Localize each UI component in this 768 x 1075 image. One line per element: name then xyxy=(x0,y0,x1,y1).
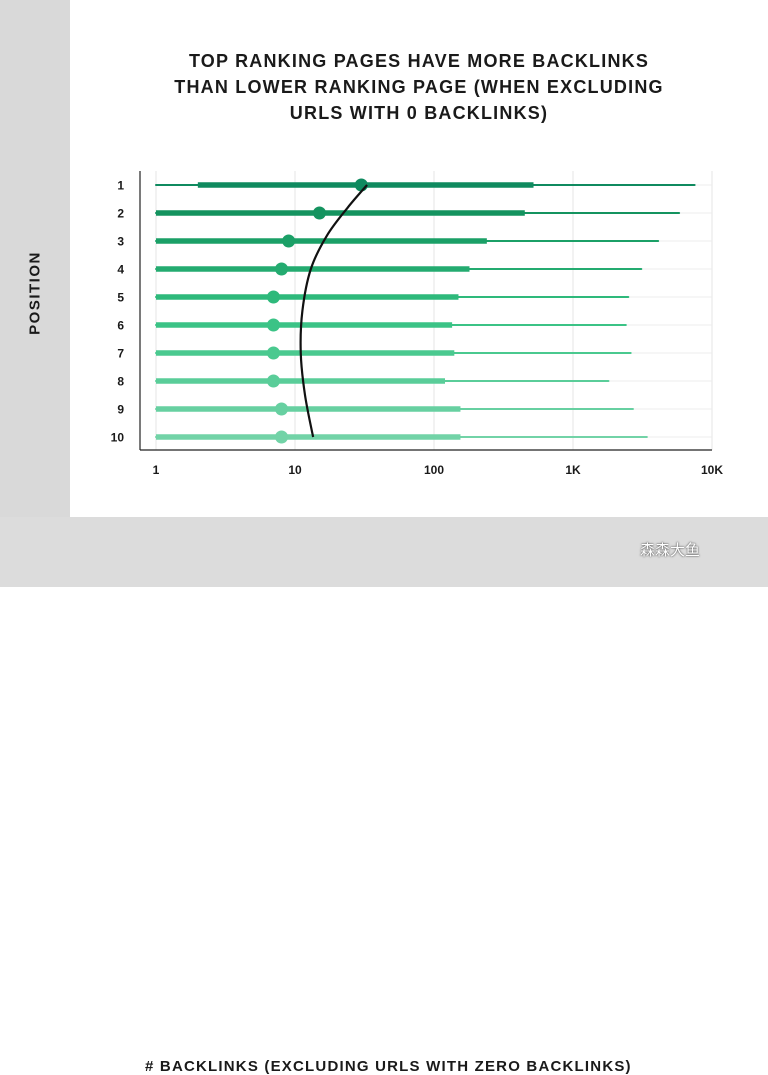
y-tick-label: 7 xyxy=(117,347,124,361)
median-dot xyxy=(275,402,289,416)
position-row xyxy=(155,178,696,192)
x-tick-label: 100 xyxy=(424,463,444,477)
x-tick-label: 1K xyxy=(565,463,581,477)
axes xyxy=(139,171,712,451)
y-axis-band: POSITION xyxy=(0,0,70,587)
position-row xyxy=(155,430,648,444)
median-dot xyxy=(282,234,296,248)
position-row xyxy=(155,290,630,304)
tick-labels: 1 2 3 4 5 6 7 8 9 10 1 10 100 1K 10K xyxy=(111,179,724,478)
x-tick-label: 10 xyxy=(288,463,302,477)
y-tick-label: 5 xyxy=(117,291,124,305)
trend-curve-group xyxy=(299,184,368,438)
x-tick-label: 1 xyxy=(153,463,160,477)
watermark: 森森大鱼 xyxy=(640,542,701,559)
y-tick-label: 3 xyxy=(117,235,124,249)
position-row xyxy=(155,318,627,332)
chart-title-line-3: URLS WITH 0 BACKLINKS) xyxy=(289,103,549,123)
position-row xyxy=(155,346,632,360)
median-dot xyxy=(266,374,280,388)
chart-title-line-1: TOP RANKING PAGES HAVE MORE BACKLINKS xyxy=(188,51,650,71)
y-tick-label: 1 xyxy=(117,179,124,193)
median-dot xyxy=(275,430,289,444)
y-tick-label: 4 xyxy=(117,263,124,277)
median-dot xyxy=(266,290,280,304)
y-tick-label: 10 xyxy=(111,431,125,445)
x-axis-title: # BACKLINKS (EXCLUDING URLS WITH ZERO BA… xyxy=(145,1058,632,1075)
position-row xyxy=(155,262,643,276)
y-tick-label: 6 xyxy=(117,319,124,333)
position-row xyxy=(155,374,610,388)
range-dot-chart: 1 2 3 4 5 6 7 8 9 10 1 10 100 1K 10K xyxy=(111,171,724,478)
y-tick-label: 9 xyxy=(117,403,124,417)
y-tick-label: 8 xyxy=(117,375,124,389)
chart-title-line-2: THAN LOWER RANKING PAGE (WHEN EXCLUDING xyxy=(174,77,664,97)
trend-curve xyxy=(299,184,368,438)
median-dot xyxy=(312,206,326,220)
chart-title: TOP RANKING PAGES HAVE MORE BACKLINKS TH… xyxy=(70,48,768,126)
position-row xyxy=(155,206,681,220)
y-tick-label: 2 xyxy=(117,207,124,221)
x-tick-label: 10K xyxy=(701,463,723,477)
position-row xyxy=(155,234,660,248)
median-dot xyxy=(275,262,289,276)
median-dot xyxy=(266,318,280,332)
position-row xyxy=(155,402,634,416)
data-rows xyxy=(155,178,696,444)
median-dot xyxy=(266,346,280,360)
